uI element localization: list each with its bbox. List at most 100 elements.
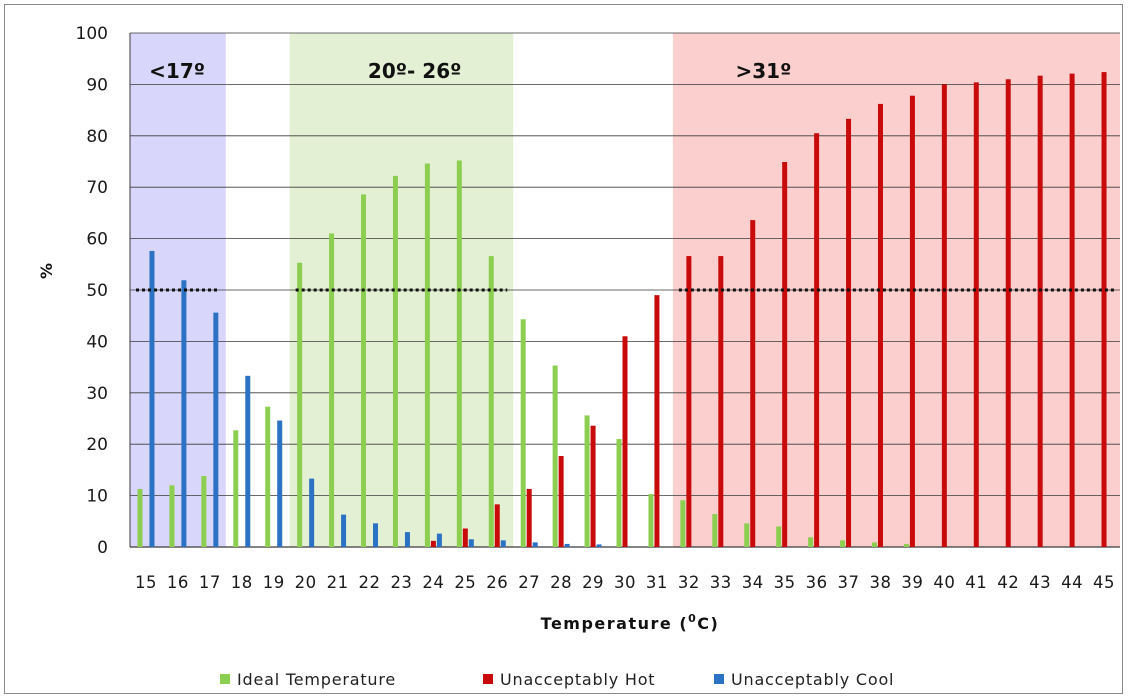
bar xyxy=(462,528,468,547)
bar xyxy=(488,256,494,547)
x-tick-label: 19 xyxy=(263,573,285,592)
y-tick-label: 50 xyxy=(86,281,108,301)
bar xyxy=(468,539,474,547)
x-tick-label: 17 xyxy=(199,573,221,592)
bar xyxy=(297,262,303,547)
legend-swatch-ideal xyxy=(220,674,230,684)
y-tick-label: 70 xyxy=(86,178,108,198)
bar xyxy=(181,280,187,547)
x-tick-label: 21 xyxy=(327,573,349,592)
x-tick-label: 20 xyxy=(295,573,317,592)
x-tick-label: 40 xyxy=(933,573,955,592)
bar xyxy=(871,542,877,547)
bars-layer xyxy=(137,72,1107,548)
bar xyxy=(744,523,750,547)
x-tick-label: 38 xyxy=(869,573,891,592)
bar xyxy=(329,233,335,547)
y-tick-label: 0 xyxy=(97,538,108,558)
x-tick-label: 34 xyxy=(742,573,764,592)
bar xyxy=(500,540,506,547)
bar xyxy=(201,476,207,547)
bar xyxy=(526,488,532,547)
bar xyxy=(590,425,596,547)
ticks-layer: 0 10 20 30 40 50 60 70 80 90 100 15 16 17 18 19 20 21 22 23… xyxy=(76,24,1115,592)
bar xyxy=(169,485,175,547)
bar xyxy=(776,526,782,547)
y-tick-label: 90 xyxy=(86,75,108,95)
bar xyxy=(808,537,814,547)
bar xyxy=(973,82,979,548)
bar xyxy=(622,336,628,547)
x-tick-label: 43 xyxy=(1029,573,1051,592)
bar xyxy=(456,160,462,548)
bar xyxy=(782,162,788,548)
bar xyxy=(404,532,410,547)
bar xyxy=(361,194,367,547)
bar xyxy=(341,514,347,547)
legend: Ideal Temperature Unacceptably Hot Unacc… xyxy=(220,670,894,689)
x-tick-label: 24 xyxy=(422,573,444,592)
zone-label: <17º xyxy=(149,59,205,83)
bar xyxy=(877,103,883,547)
y-tick-label: 100 xyxy=(76,24,108,44)
bar xyxy=(436,533,442,547)
x-tick-label: 44 xyxy=(1061,573,1083,592)
bar xyxy=(149,250,155,547)
bar xyxy=(686,256,692,547)
bar xyxy=(1069,73,1075,547)
bar xyxy=(494,504,500,547)
x-tick-label: 26 xyxy=(486,573,508,592)
legend-swatch-hot xyxy=(483,674,493,684)
bar xyxy=(654,295,660,547)
x-tick-label: 35 xyxy=(774,573,796,592)
legend-label-cool: Unacceptably Cool xyxy=(731,670,894,689)
x-tick-label: 36 xyxy=(806,573,828,592)
x-tick-label: 15 xyxy=(135,573,157,592)
x-tick-label: 28 xyxy=(550,573,572,592)
bar xyxy=(520,319,526,547)
bar xyxy=(1101,72,1107,548)
bar xyxy=(941,84,947,548)
y-axis-label: % xyxy=(37,263,56,279)
x-tick-label: 32 xyxy=(678,573,700,592)
legend-label-ideal: Ideal Temperature xyxy=(237,670,396,689)
legend-label-hot: Unacceptably Hot xyxy=(500,670,655,689)
bar xyxy=(213,312,219,547)
bar xyxy=(584,415,590,547)
x-tick-label: 27 xyxy=(518,573,540,592)
x-tick-label: 33 xyxy=(710,573,732,592)
bar xyxy=(616,439,622,547)
y-tick-label: 80 xyxy=(86,127,108,147)
y-tick-label: 20 xyxy=(86,435,108,455)
bar xyxy=(814,133,820,548)
bar xyxy=(424,163,430,547)
zone-label: >31º xyxy=(735,59,791,83)
bar xyxy=(245,375,251,547)
x-tick-label: 39 xyxy=(901,573,923,592)
x-tick-label: 16 xyxy=(167,573,189,592)
x-tick-label: 25 xyxy=(454,573,476,592)
x-tick-label: 29 xyxy=(582,573,604,592)
bar xyxy=(840,540,846,547)
bar xyxy=(1005,79,1011,547)
bar xyxy=(373,523,379,547)
y-tick-label: 60 xyxy=(86,230,108,250)
bar xyxy=(430,540,436,547)
bar xyxy=(750,220,756,547)
bar xyxy=(564,543,570,547)
bar xyxy=(909,95,915,547)
x-axis-label: Temperature (0C) xyxy=(541,612,720,633)
bar xyxy=(532,542,538,547)
bar xyxy=(265,406,271,547)
x-tick-label: 18 xyxy=(231,573,253,592)
bar xyxy=(137,488,143,547)
bar xyxy=(718,256,724,547)
bar xyxy=(558,456,564,547)
y-tick-label: 10 xyxy=(86,487,108,507)
bar xyxy=(846,118,852,547)
bar xyxy=(392,175,398,547)
bar xyxy=(648,494,654,547)
bar xyxy=(233,430,239,547)
bar xyxy=(596,544,602,547)
